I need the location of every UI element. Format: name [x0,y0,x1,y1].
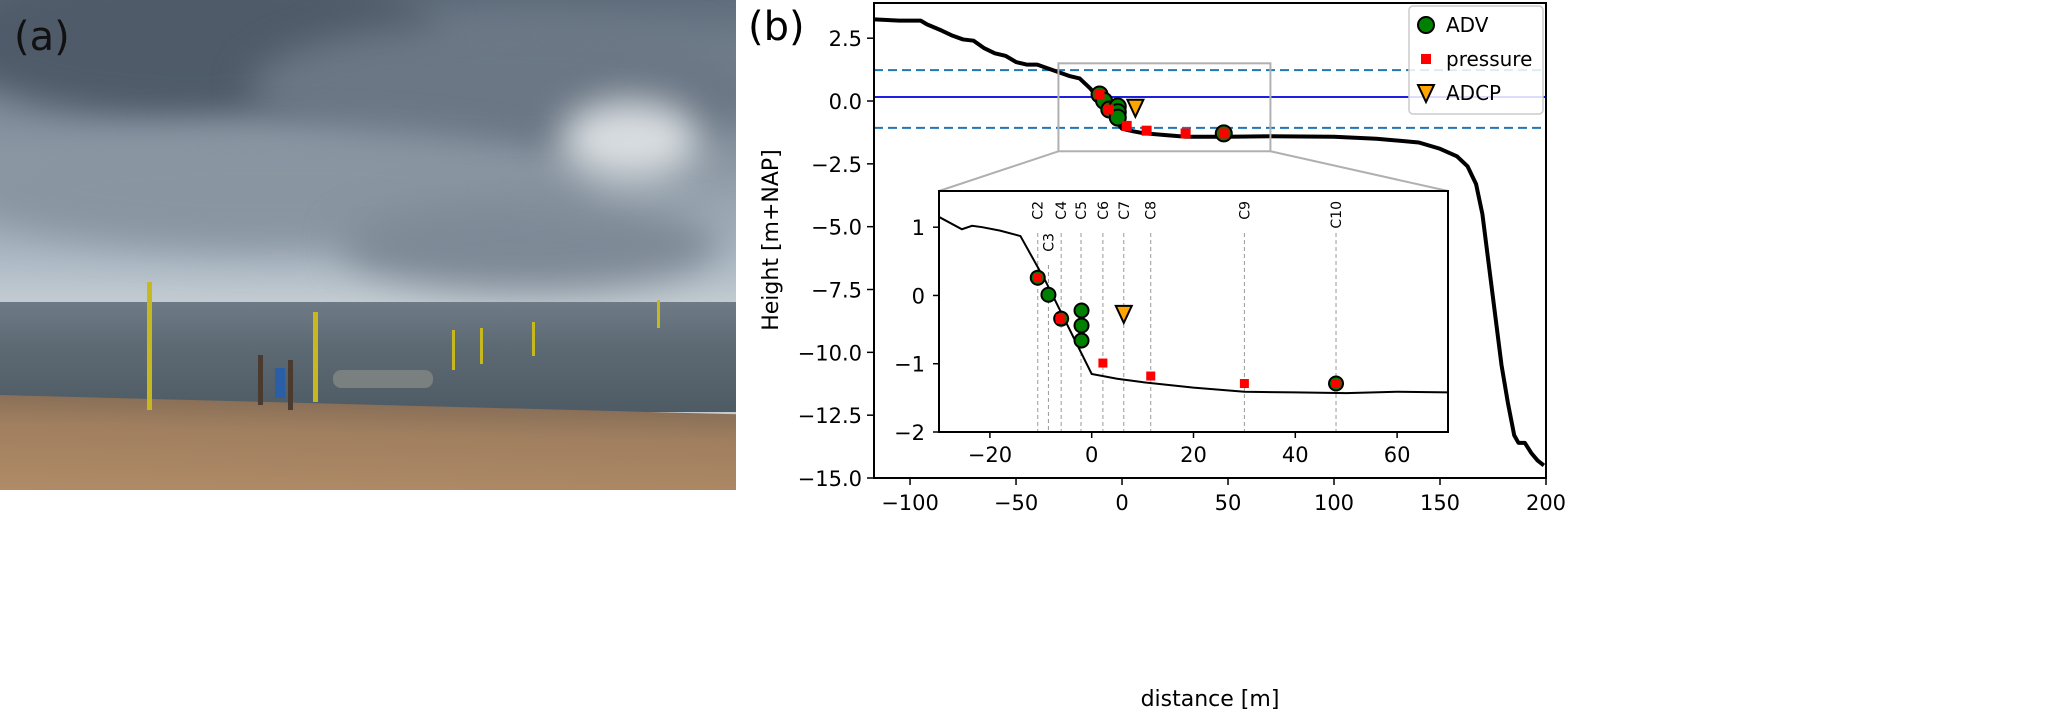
adcp-marker [1125,98,1145,120]
adv-marker [1073,332,1090,349]
legend-label: pressure [1446,47,1532,71]
pressure-marker [1055,314,1065,324]
blue-instrument [275,368,285,398]
cloud [560,100,700,180]
inset-x-tick-label: 40 [1282,443,1309,467]
pressure-marker [1180,128,1191,139]
inset-profile-line [938,216,1449,395]
panel-label-b: (b) [748,4,805,50]
y-axis-label: Height [m+NAP] [759,149,784,331]
zoom-connector [938,150,1059,192]
main-axes: −100 −50 0 50 100 150 2002.50.0−2.5−5.0−7.5−10… [798,2,1566,515]
adcp-marker [1114,304,1134,326]
pressure-marker [1141,125,1152,136]
y-tick-label: −2.5 [811,153,862,177]
y-tick-label: −7.5 [811,279,862,303]
station-label: C9 [1237,201,1253,220]
station-label: C8 [1144,201,1160,220]
station-label: C4 [1054,201,1070,220]
inset-y-tick-label: 0 [912,284,925,308]
legend-adcp-icon [1416,84,1436,105]
station-label: C6 [1096,201,1112,220]
pressure-marker [1218,128,1229,139]
sea [0,302,736,412]
x-axis-label: distance [m] [1141,687,1280,712]
station-label: C3 [1041,233,1057,252]
inset-axes: C2 C3 C4 C5 C6 C7 C8 C9 C10 −20 0 20 40 60 1 0 −1 −2 [894,190,1449,467]
y-tick-label: 2.5 [829,27,862,51]
yellow-pole [147,282,152,410]
pressure-marker [1094,89,1105,100]
zoom-connector [1270,150,1449,192]
inset-background [939,191,1448,432]
pole [258,355,263,405]
legend-box [1408,5,1544,115]
y-tick-label: −15.0 [798,467,862,491]
pressure-marker [1098,358,1108,368]
station-label: C7 [1117,201,1133,220]
legend-pressure-icon [1421,54,1431,64]
inset-x-tick-label: 20 [1180,443,1207,467]
inset-x-tick-label: 60 [1384,443,1411,467]
legend: ADV pressure ADCP [1408,5,1544,115]
legend-label: ADCP [1446,81,1501,105]
x-tick-label: 150 [1420,491,1460,515]
inset-y-tick-label: −2 [894,421,925,445]
pressure-marker [1331,379,1341,389]
station-label: C10 [1329,201,1345,229]
beach-photo: (a) [0,0,736,490]
x-tick-label: 50 [1215,491,1242,515]
yellow-pole [657,300,660,328]
inset-x-tick-label: 0 [1085,443,1098,467]
pressure-marker [1103,104,1114,115]
pole [288,360,293,410]
station-label: C2 [1031,201,1047,220]
yellow-pole [480,328,483,364]
x-tick-label: −50 [994,491,1038,515]
adv-marker [1040,286,1057,303]
inset-y-tick-label: 1 [912,216,925,240]
y-tick-label: −5.0 [811,216,862,240]
x-tick-label: 100 [1314,491,1354,515]
yellow-pole [313,312,318,402]
profile-line [873,17,1546,468]
cloud [340,200,720,290]
panel-label-a: (a) [14,14,70,60]
zoom-box [1057,62,1272,153]
x-tick-label: 0 [1115,491,1128,515]
pressure-marker [1146,371,1156,381]
inset-x-tick-label: −20 [968,443,1012,467]
x-tick-label: −100 [881,491,939,515]
main-axes-frame [873,2,1547,479]
y-tick-label: 0.0 [829,90,862,114]
legend-label: ADV [1446,13,1489,37]
station-label: C5 [1074,201,1090,220]
inset-y-tick-label: −1 [894,353,925,377]
yellow-pole [532,322,535,356]
yellow-pole [452,330,455,370]
adv-marker [1073,317,1090,334]
legend-adv-icon [1417,16,1435,34]
pressure-marker [1033,273,1043,283]
y-tick-label: −10.0 [798,341,862,365]
instrument-frame [333,370,433,388]
adv-marker [1073,302,1090,319]
x-tick-label: 200 [1526,491,1566,515]
pressure-marker [1121,120,1132,131]
y-tick-label: −12.5 [798,404,862,428]
pressure-marker [1239,379,1249,389]
